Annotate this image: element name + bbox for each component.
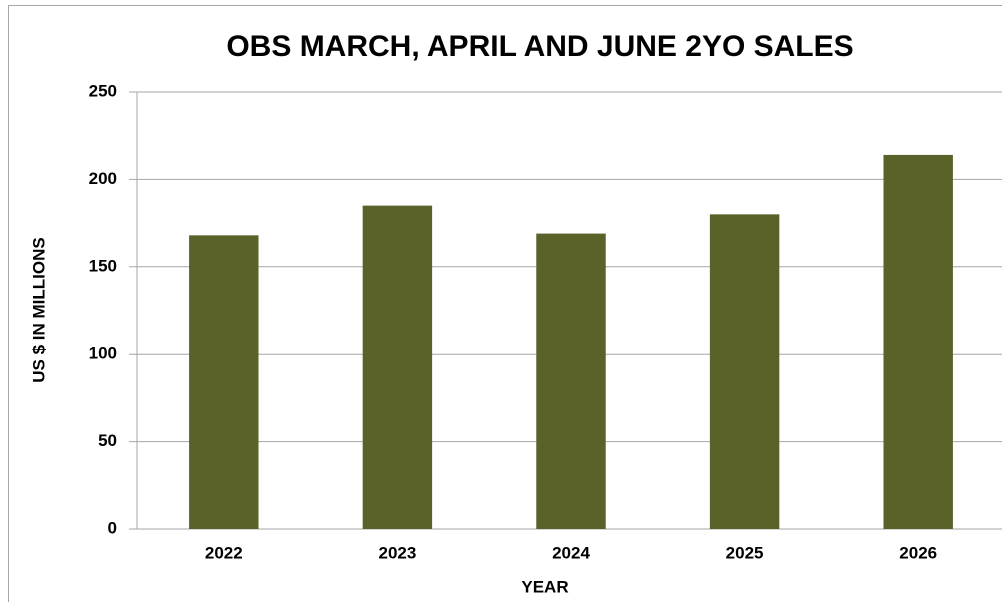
bar	[883, 154, 953, 530]
y-tick-label: 150	[89, 256, 117, 275]
y-tick-label: 50	[98, 431, 117, 450]
x-tick-label: 2023	[378, 543, 416, 562]
x-tick-label: 2026	[899, 543, 937, 562]
x-axis-label: YEAR	[521, 577, 568, 596]
y-tick-label: 0	[108, 518, 117, 537]
bar	[536, 233, 606, 529]
y-axis-label: US $ IN MILLIONS	[29, 237, 48, 382]
x-tick-label: 2025	[726, 543, 764, 562]
y-tick-label: 250	[89, 81, 117, 100]
y-tick-label: 200	[89, 169, 117, 188]
y-tick-label: 100	[89, 344, 117, 363]
x-tick-label: 2024	[552, 543, 590, 562]
x-tick-label: 2022	[205, 543, 243, 562]
bar	[362, 205, 433, 529]
bar	[189, 235, 259, 529]
bar	[709, 214, 780, 530]
chart-title: OBS MARCH, APRIL AND JUNE 2YO SALES	[226, 30, 853, 63]
chart-border	[8, 5, 1002, 602]
